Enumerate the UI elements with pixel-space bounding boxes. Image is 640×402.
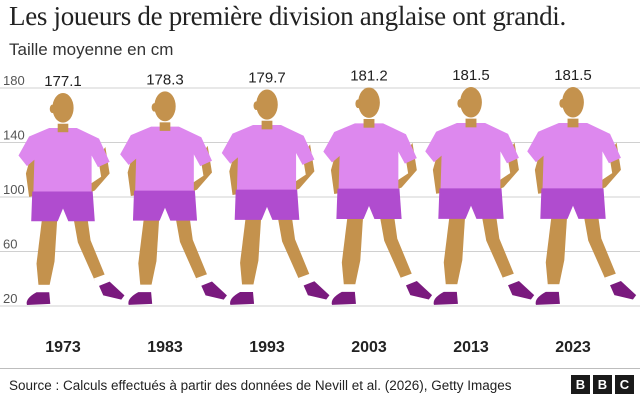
footer-divider [0,368,640,369]
right-boot [303,281,330,300]
x-tick-label: 2013 [453,339,489,356]
shirt [425,122,519,191]
value-label: 181.2 [350,67,388,84]
chart-title: Les joueurs de première division anglais… [9,1,566,31]
right-boot [99,281,125,300]
shorts [438,188,504,219]
bbc-logo: B B C [571,375,634,394]
y-axis-tick-labels: 20 60 100 140 180 [3,73,25,306]
player-icon [425,87,535,305]
source-note: Source : Calculs effectués à partir des … [9,378,512,393]
left-boot [128,292,153,305]
y-tick-label: 100 [3,182,25,197]
value-label: 181.5 [554,67,592,84]
shirt [221,125,315,192]
ear [253,101,259,110]
player-icon [18,93,125,305]
logo-letter: C [615,375,634,394]
head [154,91,176,122]
shirt [323,123,417,191]
ear [457,99,463,108]
left-sock [545,284,560,293]
x-tick-label: 2003 [351,339,387,356]
neck [57,123,69,133]
right-boot [610,280,637,300]
neck [261,120,273,130]
player-icon [120,91,227,305]
value-label: 178.3 [146,71,184,88]
chart-subtitle: Taille moyenne en cm [9,40,174,59]
ear [559,99,565,108]
player-icon [323,87,433,305]
right-boot [508,280,535,300]
x-tick-label: 1983 [147,339,183,356]
y-tick-label: 20 [3,291,17,306]
shorts [31,191,95,222]
head [358,87,380,118]
head [562,87,584,118]
left-sock [36,284,51,294]
y-tick-label: 180 [3,73,25,88]
left-boot [230,291,255,305]
left-sock [138,284,153,294]
x-tick-label: 2023 [555,339,591,356]
x-tick-label: 1973 [45,339,81,356]
ear [355,99,361,109]
shorts [234,189,300,220]
y-tick-label: 60 [3,237,17,252]
ear [151,103,157,112]
logo-letter: B [571,375,590,394]
shorts [540,188,606,219]
shorts [132,190,198,221]
neck [363,118,375,128]
logo-letter: B [593,375,612,394]
right-boot [201,281,227,300]
left-sock [443,284,458,293]
head [256,89,278,120]
player-icon [527,87,637,305]
shirt [527,122,621,191]
player-icon [221,89,330,305]
right-boot [405,280,433,300]
neck [567,118,579,128]
left-boot [331,291,356,305]
shorts [336,188,402,220]
shirt [18,127,110,194]
player-icons [18,87,637,305]
left-boot [433,291,458,305]
shirt [120,126,212,193]
value-label: 181.5 [452,67,490,84]
left-boot [26,292,51,305]
left-sock [341,284,356,293]
x-axis-tick-labels: 1973 1983 1993 2003 2013 2023 [45,339,591,356]
neck [159,122,171,131]
left-boot [535,291,560,305]
left-sock [240,284,255,294]
value-labels: 177.1 178.3 179.7 181.2 181.5 181.5 [44,67,592,90]
head [52,93,74,123]
value-label: 179.7 [248,69,286,86]
head [460,87,482,118]
x-tick-label: 1993 [249,339,285,356]
neck [465,118,477,128]
y-tick-label: 140 [3,128,25,143]
value-label: 177.1 [44,73,82,90]
ear [49,104,56,114]
